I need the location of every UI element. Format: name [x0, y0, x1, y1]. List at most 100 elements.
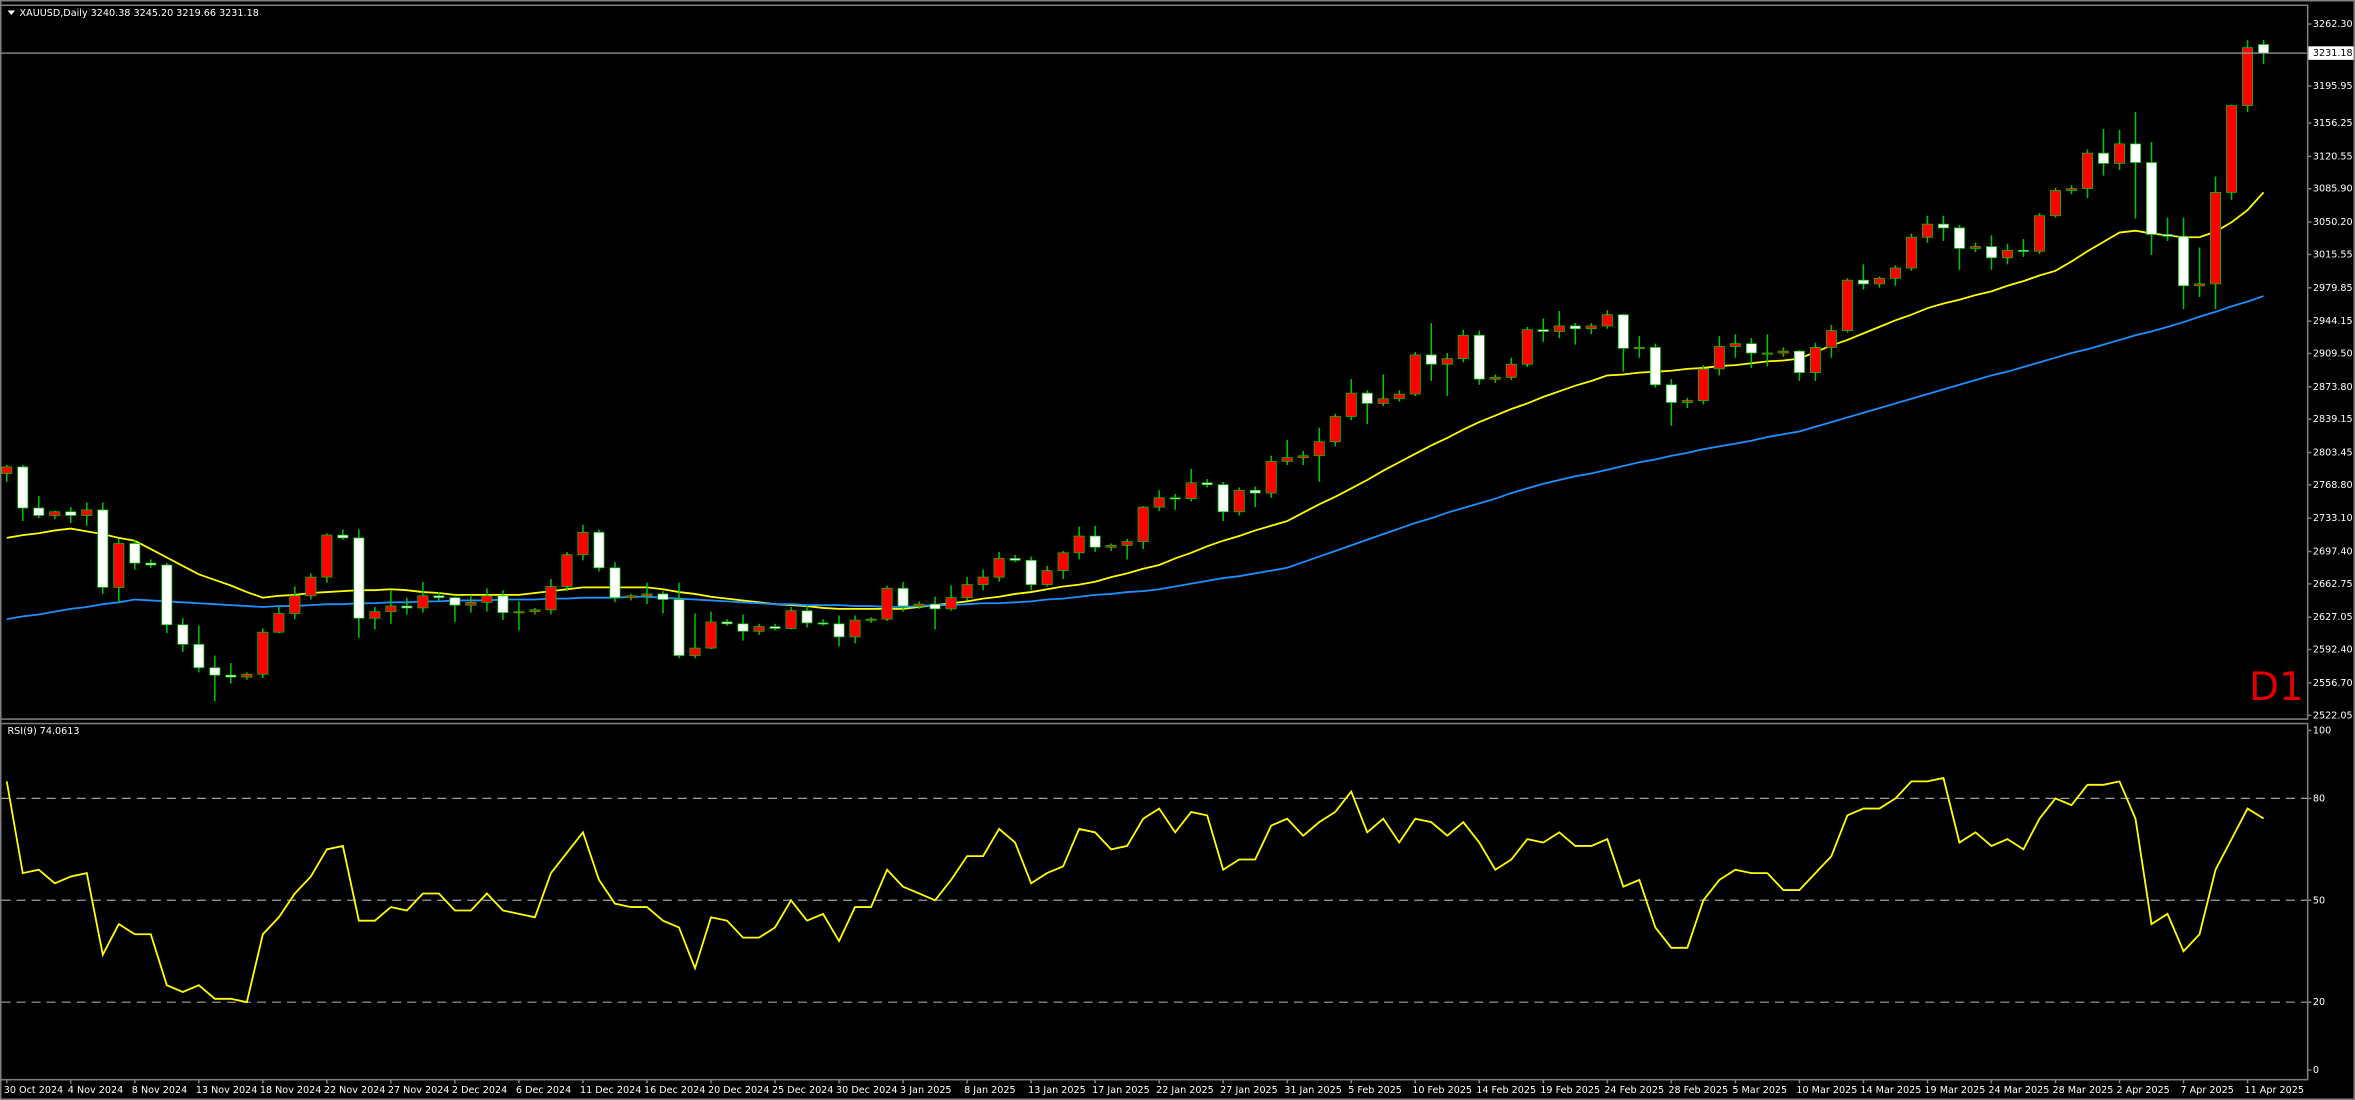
- x-tick-label: 2 Dec 2024: [452, 1085, 507, 1096]
- candle-body: [81, 509, 93, 516]
- candle-body: [1089, 535, 1101, 548]
- candle-body: [1777, 350, 1789, 354]
- x-tick-label: 10 Feb 2025: [1412, 1085, 1472, 1096]
- x-tick-label: 5 Mar 2025: [1732, 1085, 1787, 1096]
- x-tick-label: 22 Jan 2025: [1156, 1085, 1214, 1096]
- candle-body: [849, 619, 861, 638]
- x-tick-label: 2 Apr 2025: [2116, 1085, 2169, 1096]
- candle-body: [801, 610, 813, 624]
- candle-body: [1665, 384, 1677, 403]
- candle-body: [289, 595, 301, 614]
- candle-body: [97, 509, 109, 588]
- timeframe-label: D1: [2249, 665, 2304, 710]
- y-tick-label: 100: [2313, 725, 2331, 736]
- candle-body: [33, 507, 45, 516]
- candle-body: [1809, 347, 1821, 373]
- candle-body: [1425, 354, 1437, 365]
- candle-body: [1329, 416, 1341, 443]
- candle-body: [1681, 400, 1693, 403]
- candle-body: [49, 511, 61, 516]
- y-tick-label: 2697.40: [2313, 547, 2353, 558]
- y-tick-label: 2944.15: [2313, 316, 2353, 327]
- y-tick-label: 50: [2313, 895, 2325, 906]
- candle-body: [513, 611, 525, 614]
- candle-body: [1521, 329, 1533, 365]
- y-tick-label: 2733.10: [2313, 513, 2353, 524]
- y-tick-label: 2662.75: [2313, 579, 2353, 590]
- y-tick-label: 3120.55: [2313, 151, 2353, 162]
- chart-title: XAUUSD,Daily 3240.38 3245.20 3219.66 323…: [20, 8, 259, 19]
- x-tick-label: 27 Jan 2025: [1220, 1085, 1278, 1096]
- y-tick-label: 0: [2313, 1065, 2319, 1076]
- y-tick-label: 3156.25: [2313, 118, 2353, 129]
- x-tick-label: 5 Feb 2025: [1348, 1085, 1402, 1096]
- candle-body: [1921, 223, 1933, 238]
- candle-body: [1025, 559, 1037, 585]
- candle-body: [2226, 105, 2238, 193]
- candle-body: [1121, 541, 1133, 546]
- candle-body: [2049, 190, 2061, 217]
- candle-body: [1633, 347, 1645, 349]
- y-tick-label: 3050.20: [2313, 217, 2353, 228]
- candle-body: [657, 593, 669, 600]
- x-tick-label: 11 Dec 2024: [580, 1085, 641, 1096]
- candle-body: [529, 609, 541, 613]
- candle-body: [1473, 334, 1485, 380]
- candle-body: [1569, 325, 1581, 330]
- candle-body: [1873, 277, 1885, 285]
- x-tick-label: 17 Jan 2025: [1092, 1085, 1150, 1096]
- candle-body: [1313, 441, 1325, 457]
- candle-body: [369, 611, 381, 619]
- candle-body: [257, 631, 269, 675]
- candle-body: [865, 618, 877, 621]
- candle-body: [465, 601, 477, 606]
- candle-body: [385, 605, 397, 613]
- menu-arrow[interactable]: [7, 10, 16, 16]
- candle-body: [769, 626, 781, 629]
- candle-body: [2162, 234, 2174, 237]
- candle-body: [1489, 376, 1501, 380]
- x-tick-label: 3 Jan 2025: [900, 1085, 952, 1096]
- candle-body: [1009, 558, 1021, 561]
- y-tick-label: 3085.90: [2313, 184, 2353, 195]
- candle-body: [401, 605, 413, 609]
- candle-body: [1073, 535, 1085, 554]
- candle-body: [2017, 249, 2029, 252]
- candle-body: [1345, 392, 1357, 417]
- x-tick-label: 10 Mar 2025: [1796, 1085, 1857, 1096]
- candle-body: [881, 587, 893, 620]
- candle-body: [2114, 143, 2125, 164]
- candle-body: [945, 597, 957, 610]
- candle-body: [353, 537, 365, 619]
- candle-body: [193, 643, 205, 669]
- candle-body: [993, 558, 1005, 578]
- x-tick-label: 6 Dec 2024: [516, 1085, 571, 1096]
- rsi-line: [5, 776, 2265, 1004]
- x-tick-label: 16 Dec 2024: [644, 1085, 705, 1096]
- candle-body: [737, 623, 749, 632]
- candle-body: [1169, 497, 1181, 500]
- x-tick-label: 28 Mar 2025: [2052, 1085, 2113, 1096]
- candle-body: [2098, 152, 2109, 164]
- candle-body: [2001, 249, 2013, 259]
- y-tick-label: 2909.50: [2313, 348, 2353, 359]
- candle-body: [689, 647, 701, 656]
- x-tick-label: 24 Mar 2025: [1988, 1085, 2049, 1096]
- candle-body: [1, 466, 13, 474]
- x-tick-label: 30 Oct 2024: [4, 1085, 63, 1096]
- x-tick-label: 18 Nov 2024: [260, 1085, 322, 1096]
- candle-body: [1265, 460, 1277, 494]
- candle-body: [1617, 314, 1629, 349]
- candle-body: [817, 622, 829, 625]
- candle-body: [1201, 482, 1213, 486]
- candle-body: [177, 624, 189, 645]
- x-tick-label: 14 Mar 2025: [1860, 1085, 1921, 1096]
- x-tick-label: 19 Mar 2025: [1924, 1085, 1985, 1096]
- candle-body: [161, 564, 173, 626]
- candle-body: [897, 587, 909, 607]
- candle-body: [1041, 570, 1053, 585]
- candle-body: [129, 543, 141, 564]
